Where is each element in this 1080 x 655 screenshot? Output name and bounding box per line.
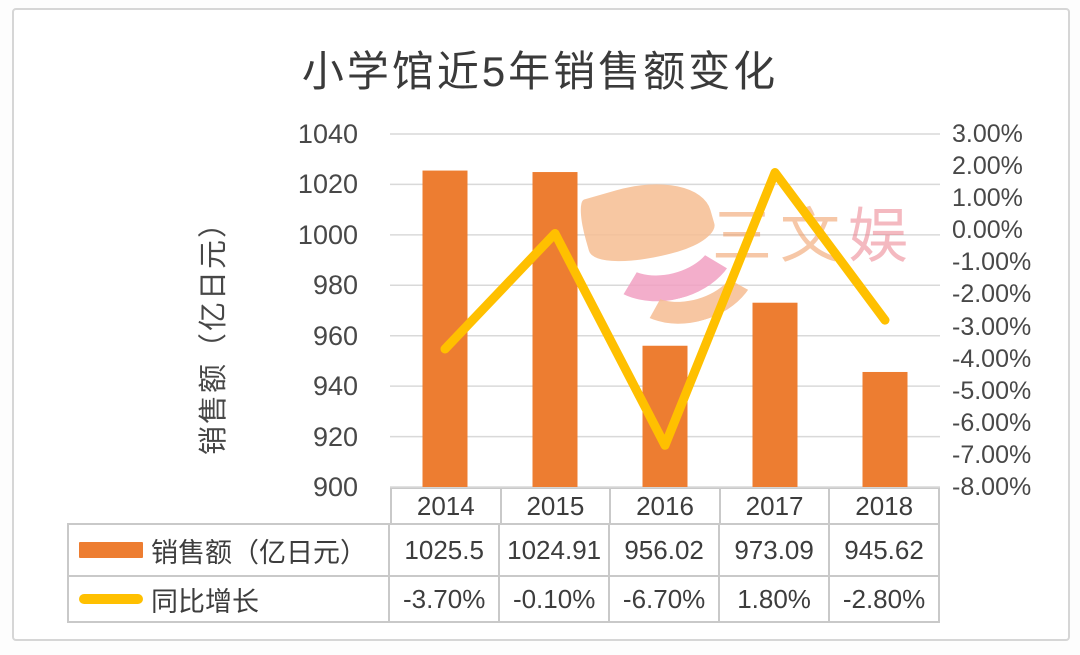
growth-series-label: 同比增长 [151, 586, 259, 617]
growth-legend-cell: 同比增长 [69, 577, 391, 621]
right-axis-tick: 0.00% [952, 216, 1023, 245]
right-axis-tick: 2.00% [952, 152, 1023, 181]
right-axis-tick: -3.00% [952, 312, 1032, 341]
year-header-cell: 2017 [721, 489, 831, 523]
growth-value-cell: -6.70% [610, 577, 721, 621]
sales-bars-plot [390, 133, 940, 488]
growth-value-cell: 1.80% [720, 577, 831, 621]
sales-bar [862, 371, 908, 487]
sales-legend-cell: 销售额（亿日元） [69, 525, 391, 575]
year-header-cell: 2016 [611, 489, 721, 523]
year-header-cell: 2015 [502, 489, 612, 523]
sales-series-swatch-icon [79, 542, 143, 558]
growth-series-swatch-icon [79, 594, 143, 604]
growth-value-cell: -2.80% [830, 577, 941, 621]
right-axis-tick: 3.00% [952, 120, 1023, 148]
growth-value-cell: -0.10% [500, 577, 611, 621]
right-axis-tick: -8.00% [952, 473, 1032, 501]
right-axis-tick: -6.00% [952, 408, 1032, 437]
right-axis-tick: -2.00% [952, 280, 1032, 309]
sales-value-cell: 945.62 [830, 525, 941, 575]
sales-bar [752, 302, 798, 487]
chart-title: 小学馆近5年销售额变化 [301, 48, 779, 95]
growth-line-plot [440, 168, 890, 450]
left-axis-tick: 960 [312, 320, 358, 351]
left-axis-tick: 1000 [297, 219, 358, 250]
left-axis-tick: 900 [312, 472, 358, 502]
sales-value-cell: 1024.91 [500, 525, 611, 575]
right-axis-tick: -1.00% [952, 248, 1032, 277]
right-axis-tick: -4.00% [952, 344, 1032, 373]
left-axis-title: 销售额（亿日元） [198, 207, 230, 456]
left-axis-tick: 1040 [297, 119, 358, 149]
left-axis-tick: 980 [312, 270, 358, 301]
sales-value-cell: 973.09 [720, 525, 831, 575]
year-header-cell: 2018 [830, 489, 940, 523]
left-axis-tick: 940 [312, 371, 358, 402]
table-year-header-row: 2014 2015 2016 2017 2018 [390, 487, 940, 523]
sales-series-label: 销售额（亿日元） [151, 537, 367, 568]
right-axis-tick: 1.00% [952, 184, 1023, 213]
table-sales-row: 销售额（亿日元） 1025.5 1024.91 956.02 973.09 94… [67, 523, 941, 575]
right-axis-tick: -5.00% [952, 376, 1032, 405]
right-axis-tick: -7.00% [952, 440, 1032, 469]
growth-value-cell: -3.70% [390, 577, 501, 621]
left-axis-tick: 920 [312, 421, 358, 452]
sales-bar [532, 172, 578, 488]
year-header-cell: 2014 [392, 489, 502, 523]
table-growth-row: 同比增长 -3.70% -0.10% -6.70% 1.80% -2.80% [67, 575, 941, 623]
left-axis-tick: 1020 [297, 169, 358, 200]
sales-value-cell: 956.02 [610, 525, 721, 575]
sales-value-cell: 1025.5 [390, 525, 501, 575]
growth-line [440, 168, 890, 450]
